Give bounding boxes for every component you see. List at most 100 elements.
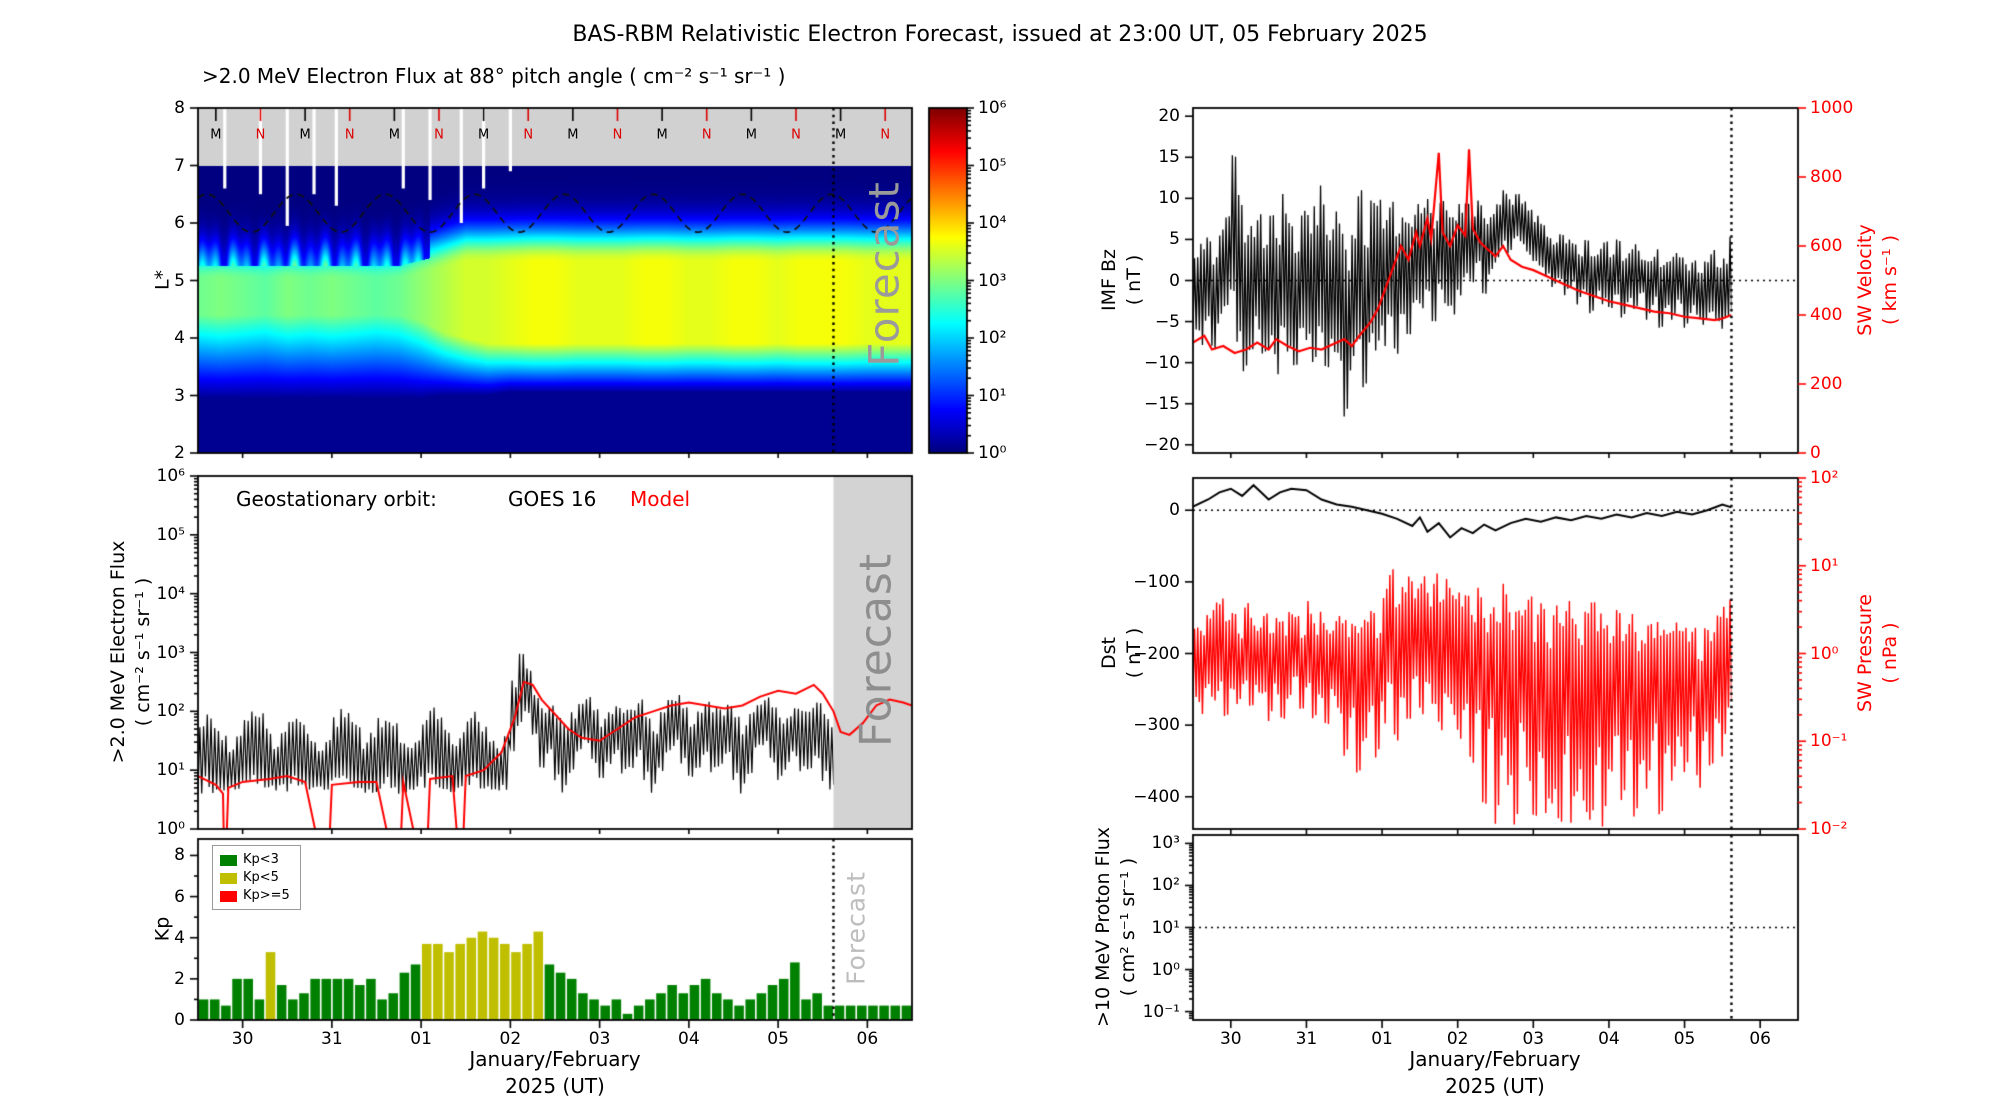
x-tick-label: 04 — [678, 1029, 700, 1049]
tick-label: 10¹ — [978, 385, 1007, 406]
tick-label: 20 — [1158, 106, 1180, 127]
tick-label: 6 — [174, 886, 185, 907]
x-tick-label: 30 — [1219, 1029, 1242, 1049]
tick-label: 10¹ — [156, 760, 185, 781]
dst-ylabel-line1: Dst — [1098, 637, 1120, 669]
tick-label: 10² — [1810, 468, 1839, 488]
mlt-label: N — [344, 127, 355, 143]
goes-ylabel-line2: ( cm⁻² s⁻¹ sr⁻¹ ) — [132, 577, 154, 727]
tick-label: 10⁻¹ — [1810, 731, 1848, 752]
x-tick-label: 31 — [1295, 1029, 1318, 1049]
tick-label: −400 — [1133, 786, 1180, 807]
x-axis-label-left-line2: 2025 (UT) — [505, 1074, 605, 1098]
x-tick-label: 06 — [1749, 1029, 1772, 1049]
x-axis-label-right-line2: 2025 (UT) — [1445, 1074, 1545, 1098]
kp-legend-swatch — [220, 854, 237, 866]
tick-label: 10⁰ — [156, 819, 185, 839]
mlt-label: N — [880, 127, 891, 143]
mlt-label: M — [477, 127, 490, 143]
kp-legend-item: Kp>=5 — [220, 887, 290, 905]
kp-legend: Kp<3 Kp<5 Kp>=5 — [212, 845, 301, 910]
tick-label: 10² — [978, 328, 1007, 348]
x-axis-label-right-line1: January/February — [1409, 1047, 1581, 1071]
x-tick-label: 01 — [1371, 1029, 1393, 1049]
x-tick-label: 04 — [1598, 1029, 1620, 1049]
tick-label: −15 — [1144, 393, 1180, 414]
tick-label: 0 — [1169, 500, 1180, 521]
mlt-label: N — [523, 127, 534, 143]
tick-label: −100 — [1133, 571, 1180, 592]
figure-title: BAS-RBM Relativistic Electron Forecast, … — [572, 22, 1428, 47]
tick-label: 10⁰ — [978, 443, 1007, 463]
tick-label: 1000 — [1810, 98, 1854, 118]
heatmap-ylabel: L* — [151, 269, 174, 291]
tick-label: 10⁻² — [1810, 819, 1848, 839]
x-tick-label: 03 — [1522, 1029, 1545, 1049]
tick-label: 4 — [174, 927, 185, 948]
tick-label: 10⁵ — [978, 155, 1007, 176]
imf-ylabel-line2: ( nT ) — [1123, 254, 1145, 306]
tick-label: 3 — [174, 385, 185, 406]
proton-ylabel-line1: >10 MeV Proton Flux — [1092, 826, 1114, 1028]
sw-pressure-ylabel: SW Pressure ( nPa ) — [1853, 594, 1903, 712]
tick-label: 6 — [174, 213, 185, 233]
kp-legend-swatch — [220, 872, 237, 884]
sw-pressure-ylabel-line1: SW Pressure — [1854, 593, 1876, 713]
tick-label: −10 — [1144, 352, 1180, 373]
goes-ylabel-line1: >2.0 MeV Electron Flux — [107, 540, 129, 764]
tick-label: 5 — [1169, 229, 1180, 250]
kp-legend-label: Kp<5 — [243, 870, 279, 885]
goes-legend-prefix: Geostationary orbit: — [236, 487, 437, 511]
tick-label: 8 — [174, 845, 185, 866]
mlt-label: M — [745, 127, 757, 143]
sw-velocity-ylabel-line2: ( km s⁻¹ ) — [1879, 235, 1901, 326]
tick-label: 10¹ — [1810, 555, 1839, 576]
x-axis-label-left: January/February 2025 (UT) — [469, 1046, 640, 1100]
tick-label: 10⁴ — [156, 583, 185, 604]
mlt-label: N — [791, 127, 801, 143]
goes-ylabel: >2.0 MeV Electron Flux ( cm⁻² s⁻¹ sr⁻¹ ) — [106, 541, 156, 764]
sw-velocity-ylabel-line1: SW Velocity — [1854, 224, 1876, 336]
mlt-label: M — [388, 127, 400, 143]
kp-legend-label: Kp>=5 — [243, 888, 290, 903]
tick-label: 10⁻¹ — [1142, 1001, 1180, 1022]
tick-label: 600 — [1810, 236, 1843, 256]
tick-label: 7 — [174, 155, 185, 176]
proton-ylabel: >10 MeV Proton Flux ( cm² s⁻¹ sr⁻¹ ) — [1091, 827, 1141, 1027]
tick-label: 200 — [1810, 374, 1843, 394]
tick-label: 10⁰ — [1810, 643, 1839, 664]
x-axis-label-left-line1: January/February — [469, 1047, 641, 1071]
heatmap-title: >2.0 MeV Electron Flux at 88° pitch angl… — [202, 64, 786, 88]
tick-label: −300 — [1133, 715, 1180, 736]
tick-label: 10⁵ — [156, 524, 185, 545]
tick-label: 800 — [1810, 167, 1843, 187]
tick-label: 0 — [174, 1010, 185, 1030]
goes-series-label: GOES 16 — [508, 487, 597, 511]
mlt-label: N — [434, 127, 444, 143]
x-tick-label: 30 — [231, 1029, 254, 1049]
tick-label: −200 — [1133, 643, 1180, 664]
tick-label: 10³ — [156, 642, 185, 663]
kp-legend-item: Kp<3 — [220, 851, 290, 869]
tick-label: 2 — [174, 968, 185, 989]
mlt-label: M — [567, 127, 579, 143]
x-tick-label: 02 — [499, 1029, 522, 1049]
mlt-label: M — [210, 127, 222, 143]
tick-label: 10³ — [1151, 833, 1180, 854]
forecast-watermark-goes: Forecast — [850, 552, 902, 748]
forecast-watermark-kp: Forecast — [841, 871, 871, 985]
proton-ylabel-line2: ( cm² s⁻¹ sr⁻¹ ) — [1117, 857, 1139, 997]
x-tick-label: 02 — [1446, 1029, 1469, 1049]
tick-label: 2 — [174, 443, 185, 463]
tick-label: 10² — [156, 701, 185, 722]
tick-label: 10⁶ — [156, 466, 185, 486]
x-tick-label: 05 — [1673, 1029, 1696, 1049]
tick-label: 15 — [1158, 147, 1180, 168]
tick-label: 10¹ — [1151, 917, 1180, 938]
x-tick-label: 01 — [410, 1029, 432, 1049]
forecast-watermark-heatmap: Forecast — [859, 181, 909, 367]
tick-label: −20 — [1144, 434, 1180, 455]
kp-legend-label: Kp<3 — [243, 852, 279, 867]
